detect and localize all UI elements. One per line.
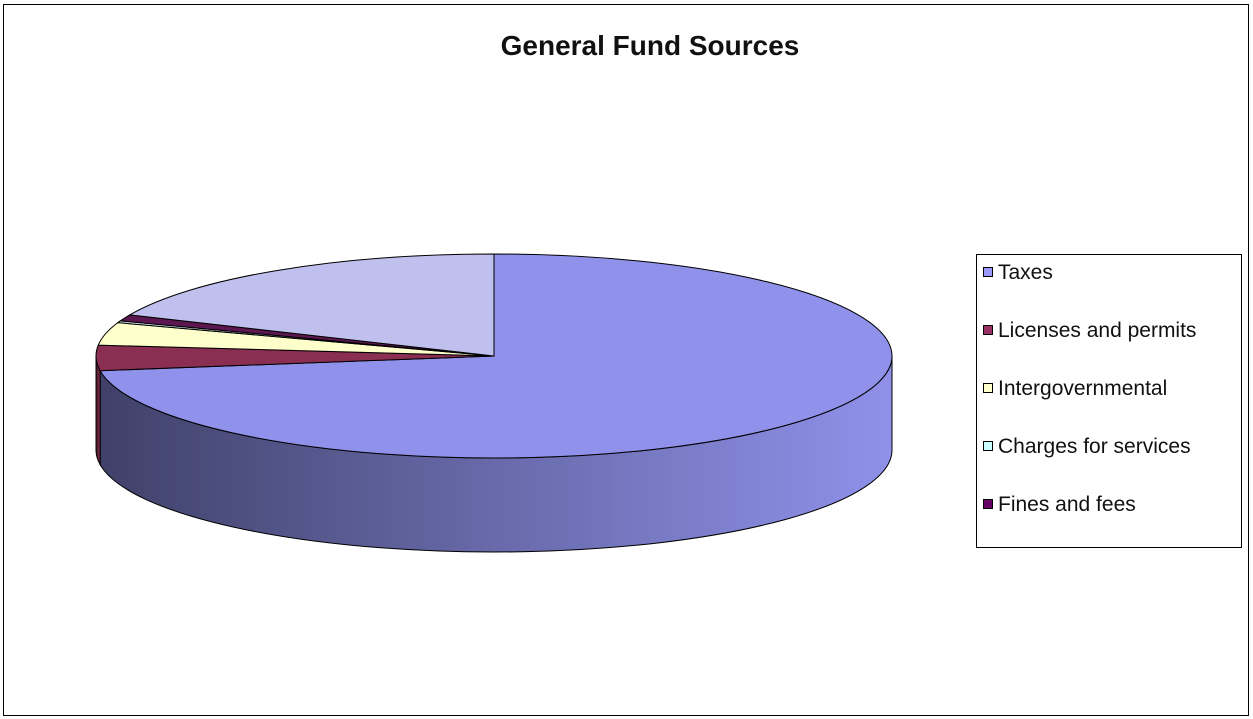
pie-slice-other [128, 253, 495, 357]
legend-label: Fines and fees [998, 493, 1136, 516]
legend-item-licenses-and-permits: Licenses and permits [983, 319, 1238, 343]
legend-label: Intergovernmental [998, 377, 1168, 400]
legend-swatch-taxes [983, 267, 993, 277]
legend-item-fines-and-fees: Fines and fees [983, 493, 1238, 517]
pie-slice-taxes [99, 253, 893, 459]
legend-label: Taxes [998, 261, 1053, 284]
chart-title: General Fund Sources [500, 30, 800, 61]
legend-item-taxes: Taxes [983, 261, 1238, 285]
legend-swatch-intergovernmental [983, 383, 993, 393]
legend-swatch-licenses-and-permits [983, 325, 993, 335]
legend-swatch-fines-and-fees [983, 499, 993, 509]
legend-item-intergovernmental: Intergovernmental [983, 377, 1238, 401]
chart-legend: Taxes Licenses and permits Intergovernme… [976, 254, 1242, 548]
legend-label: Charges for services [998, 435, 1191, 458]
pie-side-licenses-and-permits [95, 355, 101, 467]
legend-label: Licenses and permits [998, 319, 1197, 342]
legend-item-charges-for-services: Charges for services [983, 435, 1238, 459]
legend-swatch-charges-for-services [983, 441, 993, 451]
